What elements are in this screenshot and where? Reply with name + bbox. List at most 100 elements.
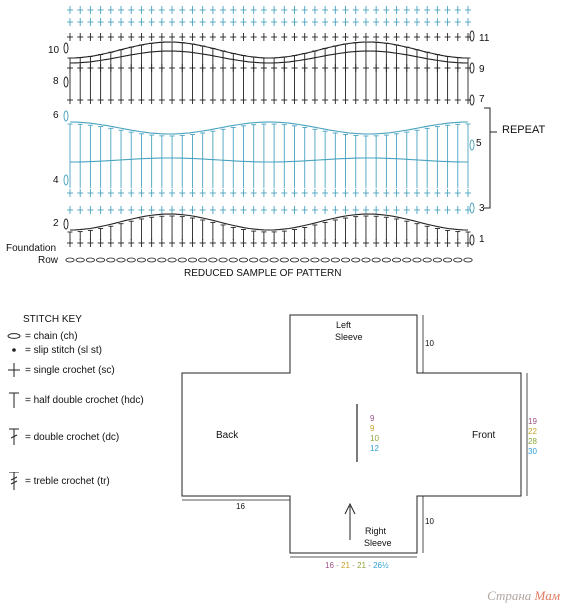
right-sleeve-label-2: Sleeve xyxy=(364,538,392,548)
chain-icon xyxy=(6,327,22,345)
key-label-slip-stitch: = slip stitch (sl st) xyxy=(25,344,102,356)
key-item-single-crochet: = single crochet (sc) xyxy=(6,361,115,379)
wave-line-row-8 xyxy=(69,41,469,59)
chain-stitch xyxy=(187,257,198,263)
key-label-treble-crochet: = treble crochet (tr) xyxy=(25,475,110,487)
double-crochet-icon xyxy=(6,428,22,446)
row-label-3: 3 xyxy=(479,203,485,214)
chain-stitch xyxy=(402,257,412,263)
chain-stitch xyxy=(340,257,351,263)
sleeve-width-size-1: 16 xyxy=(325,561,334,570)
turning-chain xyxy=(63,218,69,230)
chain-stitch xyxy=(320,257,330,263)
chain-stitch xyxy=(96,257,106,263)
row-label-5: 5 xyxy=(476,138,482,149)
key-item-chain: = chain (ch) xyxy=(6,327,78,345)
turning-chain xyxy=(469,62,475,74)
center-size-4: 12 xyxy=(370,444,379,453)
sleeve-length-bottom: 10 xyxy=(425,517,434,526)
chain-stitch xyxy=(453,257,463,263)
chain-stitch xyxy=(157,257,167,263)
key-item-double-crochet: = double crochet (dc) xyxy=(6,428,119,446)
row-label-8: 8 xyxy=(53,76,59,87)
turning-chain xyxy=(469,234,475,246)
chain-stitch xyxy=(300,257,310,263)
center-size-2: 9 xyxy=(370,424,375,433)
wave-line-row-10 xyxy=(69,50,469,64)
chain-stitch xyxy=(85,257,96,263)
chain-stitch xyxy=(330,257,340,263)
right-size-4: 30 xyxy=(528,447,537,456)
row-label-10: 10 xyxy=(48,45,60,56)
sleeve-width-size-2: 21 xyxy=(341,561,350,570)
sleeve-width-size-3: 21 xyxy=(357,561,366,570)
foundation-label: Foundation xyxy=(6,243,57,254)
left-sleeve-label-1: Left xyxy=(336,320,352,330)
chain-stitch xyxy=(391,257,402,263)
row-label-11: 11 xyxy=(479,33,490,44)
chain-stitch xyxy=(228,257,238,263)
chain-stitch xyxy=(167,257,177,263)
row-label-9: 9 xyxy=(479,64,485,75)
chain-stitch xyxy=(198,257,208,263)
key-label-single-crochet: = single crochet (sc) xyxy=(25,364,115,376)
chain-stitch xyxy=(269,257,279,263)
right-size-2: 22 xyxy=(528,427,537,436)
half-double-crochet-icon xyxy=(6,391,22,409)
key-item-slip-stitch: = slip stitch (sl st) xyxy=(6,341,102,359)
watermark-text-a: Страна xyxy=(487,588,532,603)
turning-chain xyxy=(469,139,475,151)
watermark-text-b: Мам xyxy=(534,588,560,603)
row-label-2: 2 xyxy=(53,218,59,229)
chain-stitch xyxy=(381,257,391,263)
wave-line-row-2 xyxy=(69,213,469,231)
chain-stitch xyxy=(371,257,381,263)
pattern-title: REDUCED SAMPLE OF PATTERN xyxy=(184,268,342,279)
center-size-3: 10 xyxy=(370,434,379,443)
left-sleeve-label-2: Sleeve xyxy=(335,332,363,342)
garment-outline xyxy=(181,314,522,554)
turning-chain xyxy=(469,94,475,106)
back-label: Back xyxy=(216,430,239,441)
chain-stitch xyxy=(422,257,432,263)
sleeve-width-sizes: 16 - 21 - 21 - 26½ xyxy=(325,561,389,570)
wave-line-row-5 xyxy=(69,121,469,135)
row-label-6: 6 xyxy=(53,110,59,121)
chain-stitch xyxy=(310,257,320,263)
wave-line-row-4 xyxy=(70,157,468,163)
front-label: Front xyxy=(472,430,496,441)
single-crochet-icon xyxy=(6,361,22,379)
row-label-4: 4 xyxy=(53,175,59,186)
turning-chain xyxy=(63,76,69,88)
chain-stitch xyxy=(289,257,300,263)
turning-chain xyxy=(469,202,475,214)
key-item-treble-crochet: = treble crochet (tr) xyxy=(6,472,110,490)
watermark: Страна Мам xyxy=(487,588,560,604)
key-label-chain: = chain (ch) xyxy=(25,330,78,342)
chain-stitch xyxy=(361,257,371,263)
chain-stitch xyxy=(177,257,187,263)
chain-stitch xyxy=(442,257,453,263)
right-sleeve-label-1: Right xyxy=(365,526,387,536)
chain-stitch xyxy=(126,257,136,263)
slip-stitch-icon xyxy=(6,341,22,359)
key-label-double-crochet: = double crochet (dc) xyxy=(25,431,120,443)
turning-chain xyxy=(63,174,69,186)
chain-stitch xyxy=(208,257,218,263)
repeat-bracket xyxy=(484,107,491,209)
sleeve-width-size-4: 26½ xyxy=(373,561,389,570)
turning-chain xyxy=(63,110,69,122)
row-label: Row xyxy=(38,255,59,266)
chain-stitch xyxy=(147,257,157,263)
chain-stitch xyxy=(218,257,228,263)
chain-stitch xyxy=(259,257,269,263)
row-label-7: 7 xyxy=(479,94,485,105)
repeat-label: REPEAT xyxy=(502,124,546,136)
chain-stitch xyxy=(249,257,259,263)
sleeve-length-top: 10 xyxy=(425,339,434,348)
turning-chain xyxy=(63,42,69,54)
chain-stitch xyxy=(65,257,75,263)
center-size-1: 9 xyxy=(370,414,375,423)
right-size-3: 28 xyxy=(528,437,537,446)
chain-stitch xyxy=(279,257,289,263)
